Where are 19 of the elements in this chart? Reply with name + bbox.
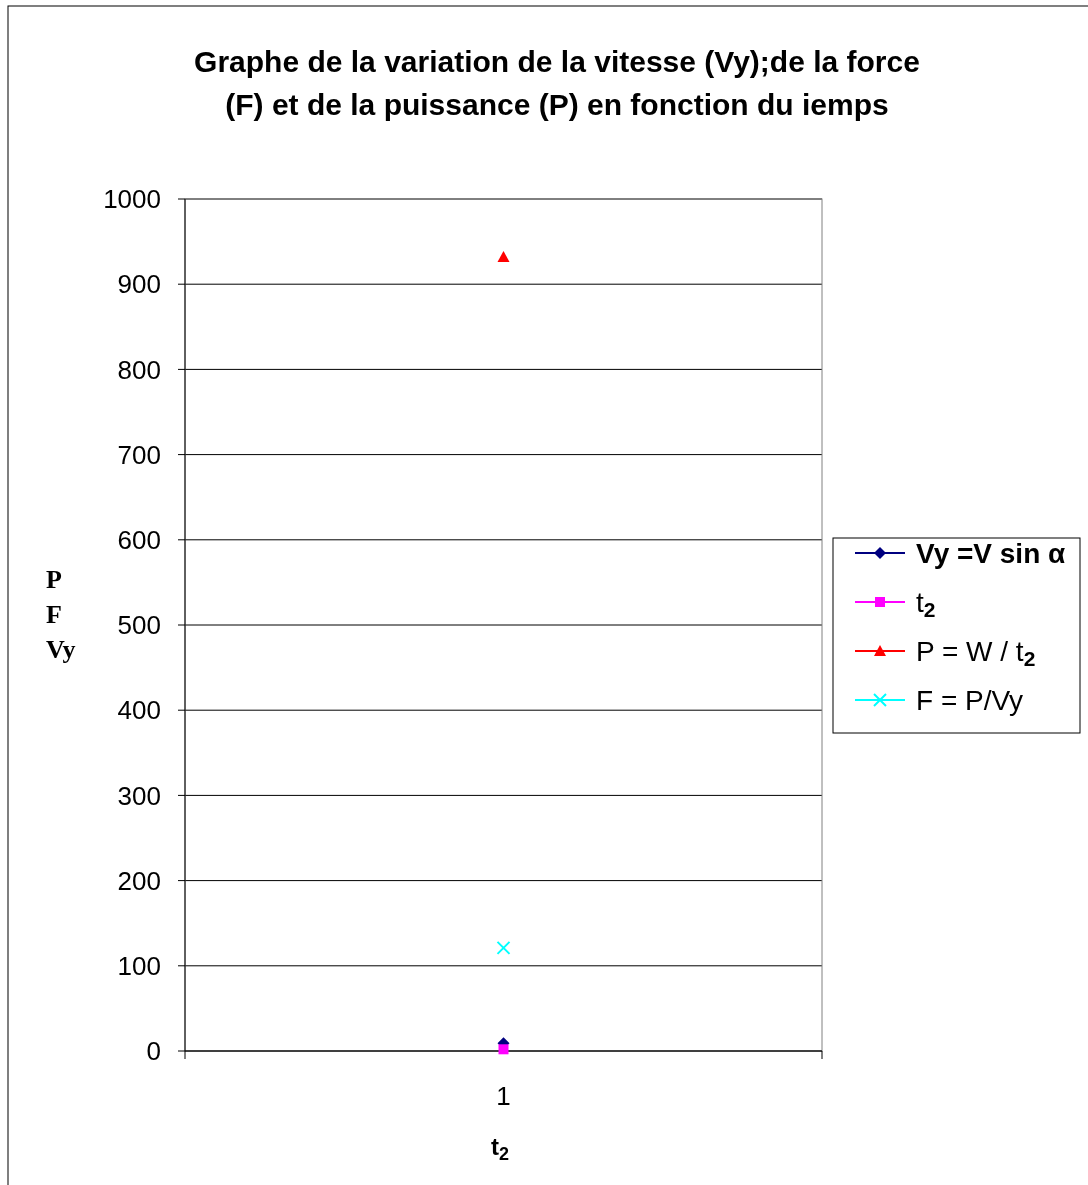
y-tick-label: 900 bbox=[117, 269, 161, 300]
y-tick-label: 400 bbox=[117, 695, 161, 726]
x-axis-title: t$_{2}$ bbox=[490, 1133, 510, 1164]
chart-title: Graphe de la variation de la vitesse (Vy);de la force (F) et de la puissance (P) en fonction du iemps bbox=[194, 45, 920, 121]
y-tick-label: 300 bbox=[117, 780, 161, 811]
legend-label: Vy =V sin α bbox=[916, 538, 1066, 569]
legend-label: F = P/Vy bbox=[916, 685, 1024, 716]
legend-label: P = W / t$_{2}$ bbox=[916, 636, 1036, 671]
y-tick-label: 200 bbox=[117, 865, 161, 896]
y-tick-label: 1000 bbox=[103, 184, 161, 215]
y-tick-label: 600 bbox=[117, 524, 161, 555]
y-axis-title: P F Vy bbox=[46, 565, 76, 664]
x-tick-label: 1 bbox=[496, 1081, 511, 1111]
legend-label: t$_{2}$ bbox=[916, 587, 936, 622]
y-tick-label: 100 bbox=[117, 950, 161, 981]
y-tick-label: 800 bbox=[117, 354, 161, 385]
y-tick-label: 0 bbox=[146, 1036, 161, 1067]
y-tick-label: 700 bbox=[117, 439, 161, 470]
y-tick-label: 500 bbox=[117, 610, 161, 641]
